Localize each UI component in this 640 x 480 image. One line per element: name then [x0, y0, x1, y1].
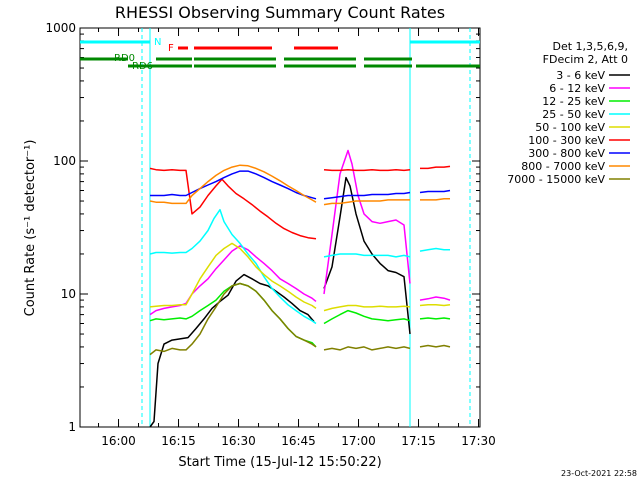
footer-date: 23-Oct-2021 22:58	[561, 469, 637, 478]
y-axis: 1 10 100 1000	[45, 21, 480, 434]
x-tick-label: 16:30	[221, 434, 256, 448]
rd0-flag-label: RD0	[114, 53, 135, 64]
legend-label: 300 - 800 keV	[528, 147, 605, 160]
series-line-6	[150, 170, 317, 200]
y-tick-label: 100	[53, 154, 76, 168]
legend-label: 50 - 100 keV	[535, 121, 605, 134]
series-line-3	[149, 208, 317, 325]
series-line-7	[323, 199, 410, 206]
flare-flag-label: F	[168, 43, 174, 54]
x-tick-label: 16:00	[101, 434, 136, 448]
series-line-5	[323, 168, 411, 172]
series-line-1	[323, 149, 411, 295]
series-group	[149, 149, 451, 428]
series-line-8	[419, 344, 451, 348]
legend-label: 6 - 12 keV	[549, 82, 605, 95]
legend: Det 1,3,5,6,9,FDecim 2, Att 0 3 - 6 keV6 …	[507, 40, 630, 186]
x-tick-label: 17:00	[341, 434, 376, 448]
series-line-2	[323, 309, 411, 325]
series-line-5	[149, 167, 317, 240]
y-tick-label: 10	[61, 287, 76, 301]
series-line-7	[149, 164, 317, 205]
night-flag-label: N	[154, 37, 161, 48]
legend-header: Det 1,3,5,6,9,	[552, 40, 628, 53]
series-line-1	[149, 245, 317, 316]
legend-label: 7000 - 15000 keV	[507, 173, 605, 186]
x-axis: 16:00 16:15 16:30 16:45 17:00 17:15 17:30	[98, 28, 496, 448]
legend-label: 100 - 300 keV	[528, 134, 605, 147]
series-line-8	[323, 346, 411, 351]
series-line-5	[420, 165, 451, 170]
series-line-8	[149, 282, 317, 356]
series-line-4	[149, 242, 317, 310]
y-axis-label: Count Rate (s⁻¹ detector⁻¹)	[23, 140, 38, 317]
legend-header: FDecim 2, Att 0	[543, 53, 628, 66]
x-tick-label: 17:30	[461, 434, 496, 448]
x-tick-label: 16:15	[161, 434, 196, 448]
series-line-1	[419, 296, 451, 301]
y-tick-label: 1	[68, 420, 76, 434]
legend-label: 25 - 50 keV	[542, 108, 605, 121]
series-line-2	[419, 317, 451, 320]
chart-title: RHESSI Observing Summary Count Rates	[115, 3, 445, 22]
series-line-4	[323, 304, 411, 312]
series-line-0	[323, 176, 411, 335]
x-axis-label: Start Time (15-Jul-12 15:50:22)	[178, 455, 381, 470]
x-tick-label: 17:15	[401, 434, 436, 448]
x-tick-label: 16:45	[281, 434, 316, 448]
series-line-3	[323, 253, 411, 258]
y-tick-label: 1000	[45, 21, 76, 35]
legend-label: 12 - 25 keV	[542, 95, 605, 108]
legend-label: 3 - 6 keV	[556, 69, 605, 82]
series-line-7	[420, 198, 450, 201]
legend-label: 800 - 7000 keV	[521, 160, 605, 173]
series-line-3	[419, 247, 450, 252]
plot-frame	[79, 27, 481, 428]
series-line-4	[419, 304, 451, 307]
series-line-6	[323, 191, 411, 200]
series-line-6	[419, 189, 451, 194]
series-line-0	[149, 273, 315, 428]
rd6-flag-label: RD6	[132, 61, 153, 72]
